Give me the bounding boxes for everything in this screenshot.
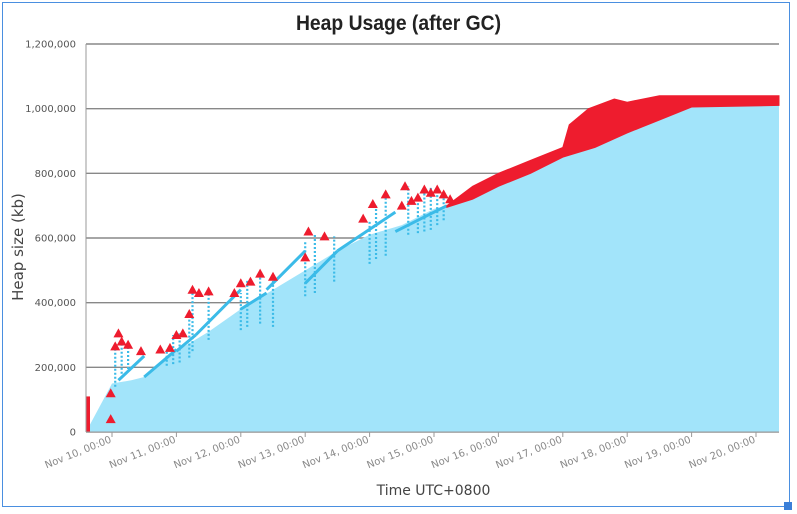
full-gc-marker — [135, 346, 146, 356]
full-gc-marker — [268, 271, 278, 281]
y-tick-label: 1,000,000 — [25, 104, 76, 115]
full-gc-marker — [110, 341, 121, 351]
heap-trend-line — [143, 348, 178, 379]
full-gc-marker — [245, 276, 256, 286]
full-gc-marker — [116, 336, 127, 346]
full-gc-marker — [438, 189, 449, 199]
full-gc-marker-band — [446, 95, 780, 208]
y-tick-label: 600,000 — [35, 234, 76, 245]
x-axis-label: Time UTC+0800 — [376, 483, 491, 499]
full-gc-marker — [184, 308, 195, 318]
x-tick-label: Nov 15, 00:00 — [366, 435, 436, 472]
full-gc-marker — [445, 194, 456, 204]
x-tick-label: Nov 17, 00:00 — [494, 435, 564, 472]
full-gc-marker — [419, 184, 430, 194]
full-gc-marker — [425, 187, 436, 197]
resize-handle[interactable] — [784, 502, 792, 510]
full-gc-marker — [255, 268, 266, 278]
x-tick-label: Nov 13, 00:00 — [237, 435, 307, 472]
full-gc-marker-bar — [86, 396, 90, 432]
x-tick-label: Nov 19, 00:00 — [623, 435, 693, 472]
x-tick-label: Nov 20, 00:00 — [688, 435, 758, 472]
full-gc-marker — [367, 199, 378, 209]
full-gc-marker — [432, 184, 443, 194]
full-gc-marker — [303, 226, 314, 236]
full-gc-marker — [229, 287, 240, 297]
full-gc-marker — [155, 344, 166, 354]
heap-trend-line — [117, 354, 146, 382]
x-tick-label: Nov 12, 00:00 — [172, 435, 242, 472]
full-gc-marker — [319, 231, 330, 241]
x-tick-label: Nov 14, 00:00 — [301, 435, 371, 472]
full-gc-marker — [164, 342, 175, 352]
y-tick-label: 0 — [70, 428, 76, 439]
y-tick-label: 400,000 — [35, 298, 76, 309]
x-tick-label: Nov 11, 00:00 — [108, 435, 178, 472]
heap-trend-line — [265, 249, 307, 291]
y-tick-label: 800,000 — [35, 169, 76, 180]
heap-trend-line — [194, 288, 242, 337]
full-gc-marker — [187, 284, 198, 294]
x-tick-label: Nov 16, 00:00 — [430, 435, 500, 472]
full-gc-marker — [406, 195, 417, 205]
full-gc-marker — [358, 213, 369, 223]
full-gc-marker — [105, 414, 116, 424]
full-gc-marker — [412, 192, 423, 202]
chart-frame — [2, 2, 790, 507]
full-gc-marker — [203, 286, 214, 296]
full-gc-marker — [400, 181, 411, 191]
full-gc-marker — [123, 339, 134, 349]
full-gc-marker — [193, 287, 204, 297]
heap-trend-line — [240, 291, 268, 311]
full-gc-marker — [235, 278, 246, 288]
full-gc-marker — [380, 189, 391, 199]
heap-area — [86, 105, 779, 432]
y-tick-label: 1,200,000 — [25, 40, 76, 51]
x-tick-label: Nov 10, 00:00 — [44, 435, 114, 472]
y-tick-label: 200,000 — [35, 363, 76, 374]
x-tick-label: Nov 18, 00:00 — [559, 435, 629, 472]
full-gc-marker — [396, 200, 407, 210]
full-gc-marker — [300, 252, 311, 262]
full-gc-marker — [105, 388, 116, 398]
full-gc-marker — [177, 328, 188, 338]
chart-title: Heap Usage (after GC) — [295, 12, 502, 35]
heap-trend-line — [394, 204, 448, 233]
heap-trend-line — [304, 249, 339, 285]
full-gc-marker — [113, 328, 124, 338]
